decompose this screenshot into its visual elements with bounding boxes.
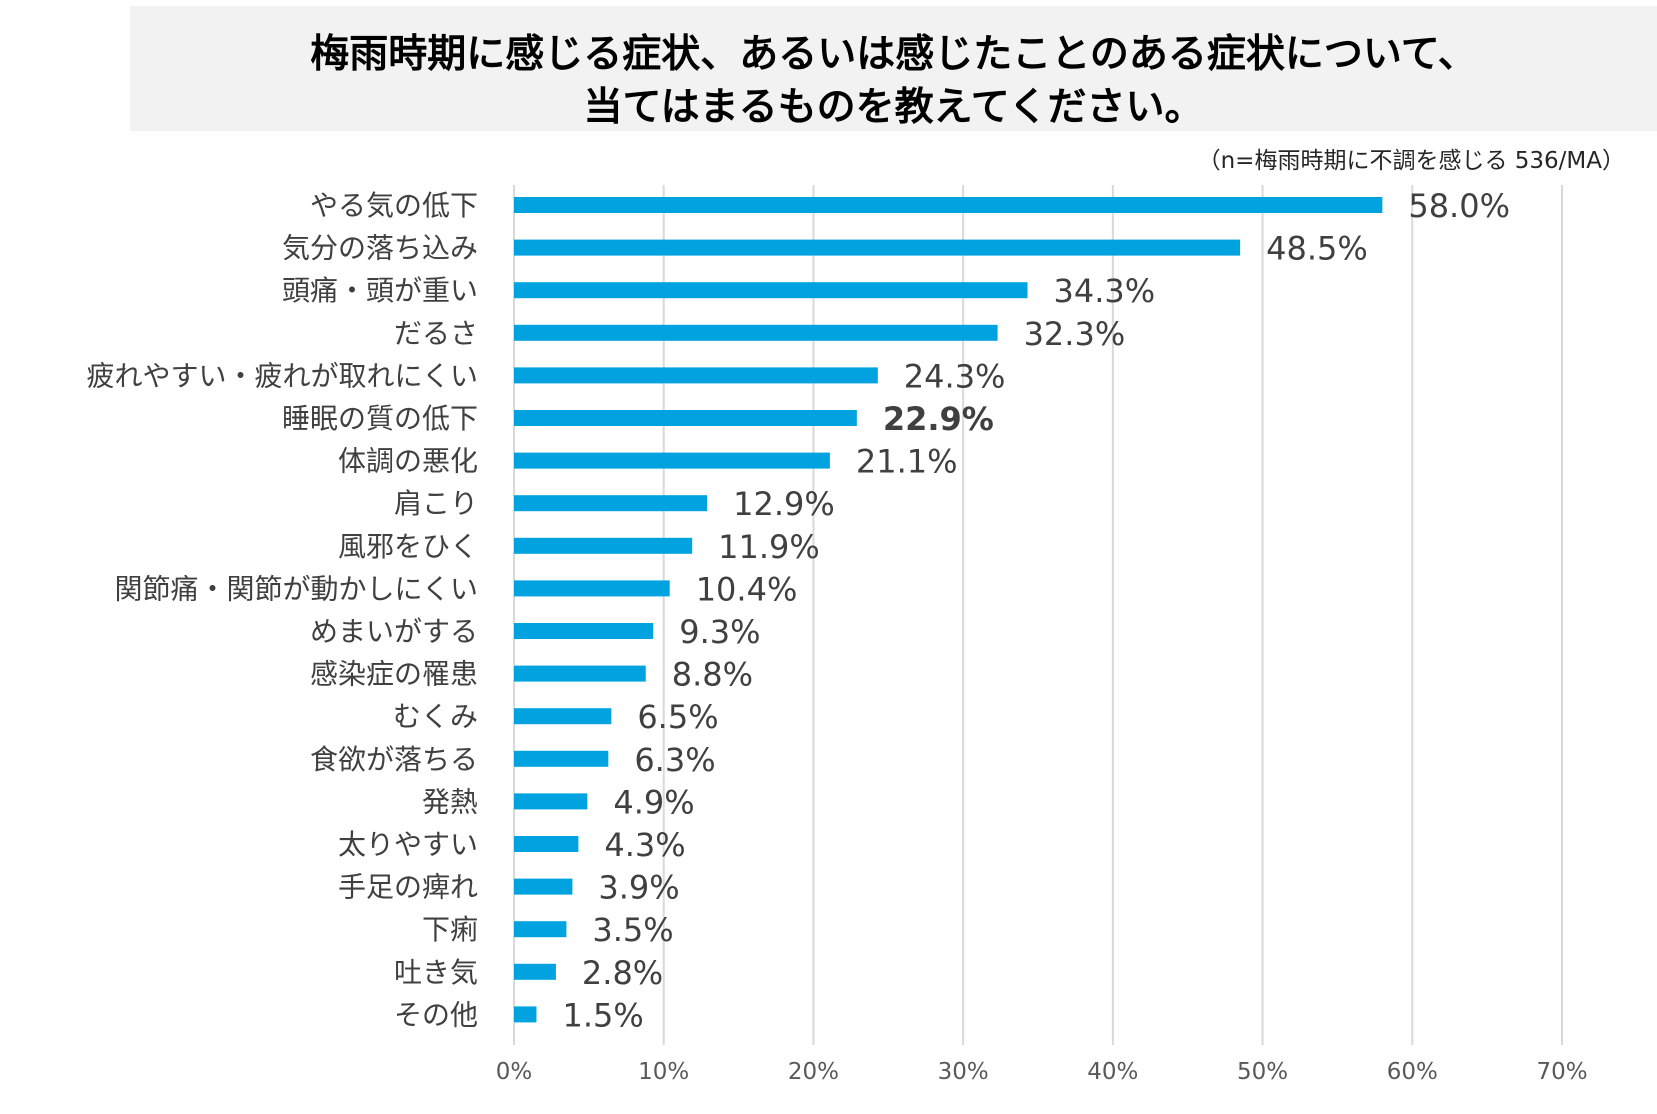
- value-label: 2.8%: [582, 954, 663, 992]
- category-label: 手足の痺れ: [338, 871, 478, 904]
- bar: [514, 623, 654, 639]
- value-label: 4.3%: [604, 826, 685, 864]
- value-label: 24.3%: [904, 357, 1006, 395]
- chart-title-line-1: 梅雨時期に感じる症状、あるいは感じたことのある症状について、: [310, 32, 1477, 77]
- category-label: 睡眠の質の低下: [282, 402, 478, 435]
- bar: [514, 750, 609, 767]
- bar: [514, 537, 693, 554]
- category-label: 吐き気: [394, 956, 478, 989]
- bar: [514, 367, 878, 384]
- bar: [514, 282, 1028, 299]
- bar: [514, 793, 588, 810]
- value-label: 3.9%: [598, 869, 679, 907]
- x-tick-label: 70%: [1536, 1059, 1587, 1085]
- bar: [514, 878, 573, 895]
- category-label: 疲れやすい・疲れが取れにくい: [87, 359, 478, 392]
- x-tick-label: 60%: [1387, 1059, 1438, 1085]
- category-label: 感染症の罹患: [310, 658, 478, 691]
- title-box: 梅雨時期に感じる症状、あるいは感じたことのある症状について、 当てはまるものを教…: [130, 6, 1657, 131]
- category-label: 発熱: [422, 785, 478, 818]
- value-label: 48.5%: [1266, 230, 1368, 268]
- category-label: 風邪をひく: [338, 530, 478, 563]
- bar: [514, 580, 670, 597]
- category-label: 太りやすい: [338, 828, 478, 861]
- bar: [514, 495, 708, 512]
- x-tick-label: 20%: [788, 1059, 839, 1085]
- value-label: 3.5%: [592, 911, 673, 949]
- category-label: むくみ: [393, 700, 478, 733]
- x-tick-label: 0%: [496, 1059, 533, 1085]
- value-label: 4.9%: [613, 783, 694, 821]
- sample-size-note: （n=梅雨時期に不調を感じる 536/MA）: [1197, 148, 1625, 174]
- x-tick-label: 40%: [1087, 1059, 1138, 1085]
- x-tick-label: 30%: [938, 1059, 989, 1085]
- value-label: 21.1%: [856, 443, 958, 481]
- bar: [514, 921, 567, 938]
- value-label: 11.9%: [718, 528, 820, 566]
- value-label: 1.5%: [562, 996, 643, 1034]
- value-label-highlight: 22.9%: [883, 400, 994, 438]
- bar: [514, 836, 579, 852]
- value-label: 10.4%: [696, 570, 798, 608]
- value-label: 8.8%: [672, 656, 753, 694]
- value-label: 6.5%: [637, 698, 718, 736]
- category-label: だるさ: [394, 317, 478, 350]
- x-tick-label: 50%: [1237, 1059, 1288, 1085]
- category-label: 下痢: [422, 913, 478, 946]
- bar: [514, 410, 857, 426]
- value-label: 32.3%: [1024, 315, 1126, 353]
- bar: [514, 1006, 537, 1023]
- bar: [514, 324, 998, 341]
- category-label: 肩こり: [394, 487, 478, 520]
- bar: [514, 452, 830, 469]
- x-tick-label: 10%: [638, 1059, 689, 1085]
- category-label: その他: [394, 998, 478, 1031]
- value-label: 9.3%: [679, 613, 760, 651]
- bar: [514, 963, 556, 980]
- bar: [514, 665, 646, 682]
- bar: [514, 708, 612, 725]
- bar: [514, 197, 1383, 213]
- category-label: 体調の悪化: [338, 445, 478, 478]
- category-label: 頭痛・頭が重い: [282, 274, 478, 307]
- bar: [514, 239, 1241, 256]
- category-label: やる気の低下: [310, 189, 478, 222]
- category-label: 関節痛・関節が動かしにくい: [115, 572, 478, 605]
- category-label: 食欲が落ちる: [310, 743, 478, 776]
- value-label: 34.3%: [1054, 272, 1156, 310]
- category-label: 気分の落ち込み: [282, 232, 478, 265]
- chart-title-line-2: 当てはまるものを教えてください。: [583, 85, 1204, 130]
- value-label: 6.3%: [634, 741, 715, 779]
- category-label: めまいがする: [310, 615, 478, 648]
- value-label: 12.9%: [733, 485, 835, 523]
- value-label: 58.0%: [1408, 187, 1510, 225]
